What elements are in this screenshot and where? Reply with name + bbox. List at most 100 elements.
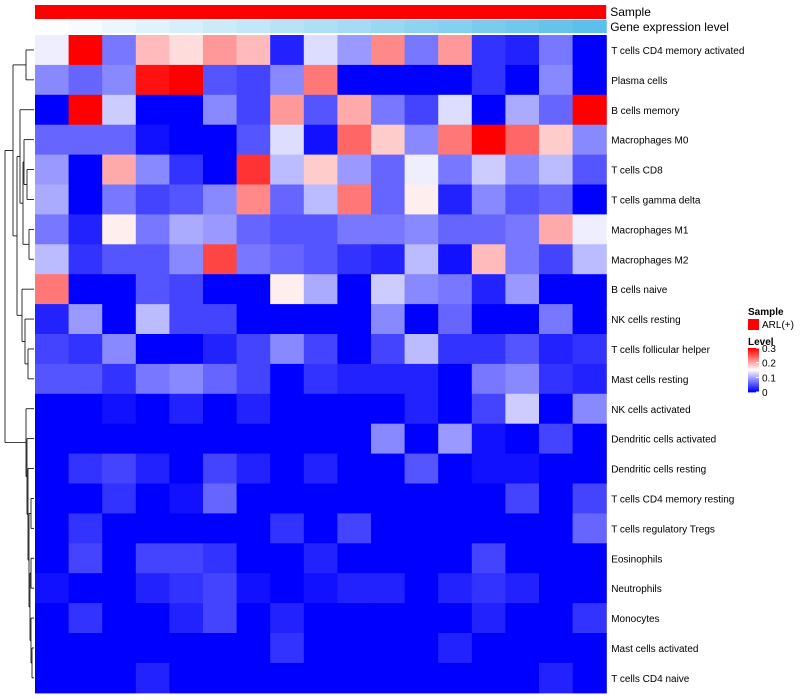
heatmap-cell: [371, 154, 406, 186]
heatmap-cell: [35, 244, 70, 275]
legend-gradient-step: [748, 355, 759, 357]
row-label: Plasma cells: [611, 76, 667, 87]
legend-gradient-step: [748, 387, 759, 389]
heatmap-cell: [68, 662, 103, 694]
legend-gradient-step: [748, 357, 759, 359]
expression-track-cell: [236, 20, 271, 33]
heatmap-cell: [203, 453, 238, 485]
heatmap-cell: [68, 573, 103, 604]
heatmap-cell: [169, 363, 204, 395]
expression-track-cell: [572, 20, 607, 33]
heatmap-cell: [35, 393, 70, 425]
heatmap-cell: [135, 662, 170, 694]
heatmap-cell: [371, 35, 406, 66]
heatmap-cell: [438, 633, 473, 664]
heatmap-cell: [236, 423, 271, 455]
legend-gradient-step: [748, 389, 759, 391]
heatmap-cell: [270, 154, 305, 186]
heatmap-cell: [236, 573, 271, 604]
heatmap-cell: [471, 573, 506, 604]
heatmap-cell: [169, 334, 204, 365]
heatmap-cell: [404, 423, 439, 455]
expression-track-cell: [404, 20, 439, 33]
heatmap-cell: [572, 94, 607, 126]
heatmap-cell: [35, 363, 70, 395]
heatmap-cell: [505, 543, 540, 574]
legend-gradient-step: [748, 366, 759, 368]
heatmap-cell: [404, 304, 439, 335]
heatmap-cell: [102, 184, 137, 215]
heatmap-cell: [303, 543, 338, 574]
heatmap-cell: [169, 573, 204, 604]
heatmap-cell: [270, 633, 305, 664]
heatmap-cell: [371, 214, 406, 245]
heatmap-cell: [102, 423, 137, 455]
heatmap-cell: [135, 363, 170, 395]
heatmap-cell: [35, 513, 70, 544]
heatmap-cell: [337, 662, 372, 694]
heatmap-cell: [438, 393, 473, 425]
heatmap-cell: [371, 363, 406, 395]
legend-gradient-step: [748, 359, 759, 361]
heatmap-cell: [68, 94, 103, 126]
heatmap-cell: [505, 334, 540, 365]
heatmap-cell: [203, 94, 238, 126]
heatmap-cell: [572, 244, 607, 275]
heatmap-cell: [203, 393, 238, 425]
heatmap-cell: [539, 274, 574, 305]
heatmap-cell: [236, 633, 271, 664]
heatmap-cell: [169, 603, 204, 634]
heatmap-cell: [68, 35, 103, 66]
expression-track-cell: [270, 20, 305, 33]
heatmap-cell: [303, 124, 338, 156]
heatmap-cell: [371, 662, 406, 694]
sample-track-label: Sample: [610, 5, 651, 19]
heatmap-cell: [539, 94, 574, 126]
legend-gradient-step: [748, 350, 759, 352]
expression-track-cell: [203, 20, 238, 33]
heatmap-cell: [35, 124, 70, 156]
row-label: Eosinophils: [611, 554, 662, 565]
heatmap-cell: [539, 363, 574, 395]
row-label: Monocytes: [611, 614, 659, 625]
heatmap-cell: [270, 603, 305, 634]
legend-gradient-step: [748, 352, 759, 354]
heatmap-cell: [270, 483, 305, 514]
row-labels: T cells CD4 memory activated Plasma cells…: [611, 46, 744, 685]
expression-track-cell: [303, 20, 338, 33]
heatmap-cell: [270, 513, 305, 544]
heatmap-cell: [438, 543, 473, 574]
legend-gradient-step: [748, 381, 759, 383]
heatmap-cell: [303, 154, 338, 186]
legend-gradient-step: [748, 380, 759, 382]
heatmap-cell: [539, 393, 574, 425]
heatmap-cell: [471, 35, 506, 66]
heatmap-cell: [303, 274, 338, 305]
heatmap-cell: [270, 184, 305, 215]
heatmap-cell: [371, 124, 406, 156]
heatmap-cell: [303, 94, 338, 126]
heatmap-cell: [35, 35, 70, 66]
heatmap-cell: [539, 244, 574, 275]
heatmap-cell: [135, 633, 170, 664]
heatmap-cell: [68, 483, 103, 514]
heatmap-cell: [572, 573, 607, 604]
heatmap-cell: [236, 513, 271, 544]
heatmap-cell: [203, 423, 238, 455]
heatmap-cell: [135, 453, 170, 485]
heatmap-cell: [371, 184, 406, 215]
heatmap-cell: [35, 573, 70, 604]
heatmap-cell: [404, 363, 439, 395]
heatmap-cell: [102, 633, 137, 664]
legend-gradient-step: [748, 351, 759, 353]
heatmap-cell: [438, 244, 473, 275]
heatmap-cell: [438, 64, 473, 96]
heatmap-cell: [438, 184, 473, 215]
heatmap-cell: [471, 483, 506, 514]
heatmap-cell: [169, 244, 204, 275]
heatmap-cell: [135, 35, 170, 66]
heatmap-cell: [169, 124, 204, 156]
heatmap-cell: [236, 64, 271, 96]
